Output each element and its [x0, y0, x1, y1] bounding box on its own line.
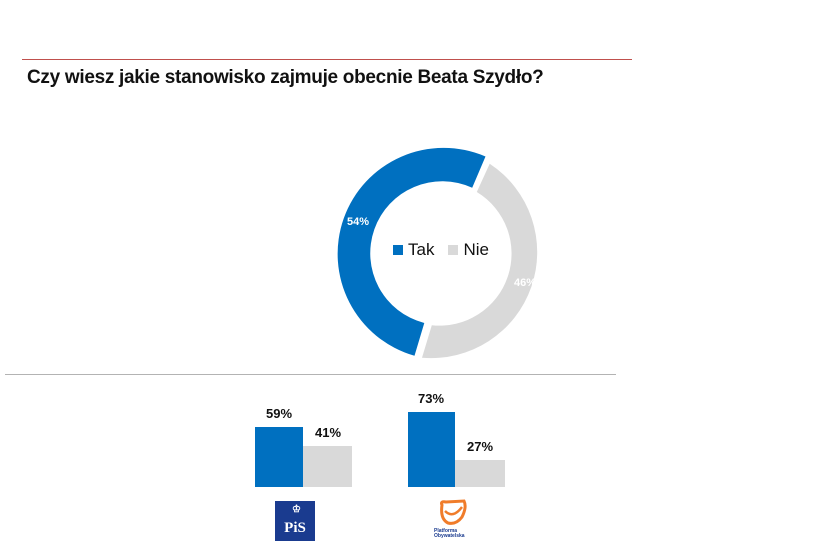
chart-title: Czy wiesz jakie stanowisko zajmuje obecn… [27, 67, 544, 88]
pis-logo-text: PiS [284, 520, 306, 536]
bar-label-po-nie: 27% [466, 439, 494, 454]
bar-label-po-tak: 73% [417, 391, 445, 406]
bar-label-pis-tak: 59% [265, 406, 293, 421]
legend-label-nie: Nie [463, 240, 489, 259]
po-heart-icon [440, 499, 467, 525]
legend-swatch-nie [448, 245, 459, 255]
donut-label-tak: 54% [347, 216, 370, 228]
bar-pis-tak [255, 427, 303, 487]
po-logo-text-1: Platforma [434, 528, 458, 534]
po-logo-text: Platforma Obywatelska [434, 529, 465, 539]
bar-pis-nie [303, 446, 352, 487]
section-separator [5, 374, 616, 375]
chart-legend: Tak Nie [393, 240, 497, 260]
legend-label-tak: Tak [408, 240, 435, 259]
pis-logo: ♔ PiS [275, 501, 315, 541]
legend-item-nie: Nie [448, 240, 489, 260]
crown-icon: ♔ [292, 504, 301, 515]
legend-item-tak: Tak [393, 240, 434, 260]
donut-slice-tak [337, 147, 486, 356]
bar-label-pis-nie: 41% [314, 425, 342, 440]
bar-po-nie [455, 460, 505, 487]
bar-po-tak [408, 412, 455, 487]
donut-svg [337, 147, 538, 359]
donut-slice-nie [422, 163, 538, 359]
donut-chart: 54% 46% [334, 144, 554, 364]
po-logo: Platforma Obywatelska [432, 499, 476, 545]
po-logo-text-2: Obywatelska [434, 533, 465, 539]
donut-label-nie: 46% [514, 277, 537, 289]
legend-swatch-tak [393, 245, 403, 255]
title-top-rule [22, 59, 632, 60]
